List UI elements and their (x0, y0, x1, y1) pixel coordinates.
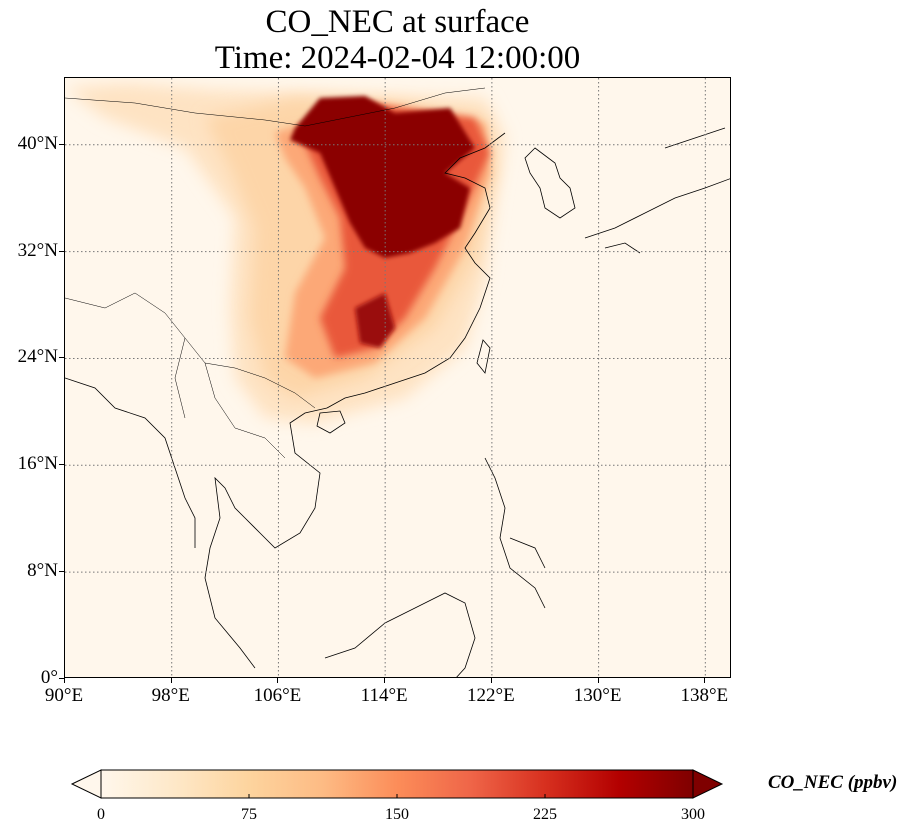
lon-tick-label: 122°E (467, 685, 515, 706)
philippines-coastline (484, 457, 546, 609)
country-borders (65, 87, 486, 459)
hainan-coastline (316, 410, 346, 434)
lon-tick-mark (597, 678, 599, 683)
lat-tick-mark (59, 678, 64, 679)
lon-tick-label: 106°E (253, 685, 302, 706)
lon-tick-label: 130°E (573, 685, 622, 706)
lon-tick-label: 114°E (360, 685, 408, 706)
indochina-borders (174, 337, 286, 459)
lat-tick-mark (59, 250, 64, 252)
colorbar-extend-min (70, 769, 102, 799)
lon-tick-mark (64, 678, 65, 683)
indochina-coastline (204, 407, 328, 669)
lon-tick-mark (490, 678, 492, 683)
korea-coastline (524, 147, 576, 219)
lat-tick-mark (59, 571, 64, 573)
lat-tick-label: 8°N (27, 560, 58, 582)
china-coastline (326, 132, 506, 409)
lat-tick-label: 32°N (17, 239, 58, 261)
lat-tick-label: 16°N (17, 453, 58, 475)
lon-tick-mark (170, 678, 172, 683)
taiwan-coastline (476, 339, 491, 374)
colorbar-extend-max (692, 769, 724, 799)
lat-tick-label: 0° (40, 667, 58, 688)
myanmar-coastline (65, 377, 196, 548)
japan-coastline (584, 127, 730, 254)
lat-tick-label: 40°N (17, 132, 58, 154)
map-canvas (65, 78, 730, 677)
lon-tick-label: 138°E (680, 685, 729, 706)
colorbar-tick-label: 225 (533, 806, 557, 823)
plume-core-north (290, 96, 475, 258)
lat-tick-mark (59, 143, 64, 145)
colorbar-tick-label: 0 (97, 806, 105, 823)
northern-border (65, 87, 486, 127)
map-title: CO_NEC at surface (265, 4, 530, 40)
colorbar-tick-label: 75 (241, 806, 257, 823)
map-time-subtitle: Time: 2024-02-04 12:00:00 (214, 40, 581, 76)
lon-tick-label: 98°E (151, 685, 190, 706)
colorbar-tick-label: 150 (385, 806, 409, 823)
lat-tick-mark (59, 464, 64, 466)
lat-tick-mark (59, 357, 64, 359)
concentration-field (65, 83, 505, 423)
colorbar (70, 769, 724, 799)
lon-tick-mark (384, 678, 386, 683)
coastlines (65, 127, 730, 677)
colorbar-title: CO_NEC (ppbv) (768, 772, 898, 793)
colorbar-tick-label: 300 (681, 806, 705, 823)
borneo-coastline (324, 592, 476, 677)
lon-tick-mark (704, 678, 706, 683)
map-panel[interactable] (64, 77, 731, 678)
south-china-border (65, 292, 316, 409)
gridlines (65, 78, 730, 677)
colorbar-gradient (100, 769, 694, 799)
lon-tick-label: 90°E (44, 685, 84, 706)
lat-tick-label: 24°N (17, 346, 58, 368)
lon-tick-mark (277, 678, 279, 683)
